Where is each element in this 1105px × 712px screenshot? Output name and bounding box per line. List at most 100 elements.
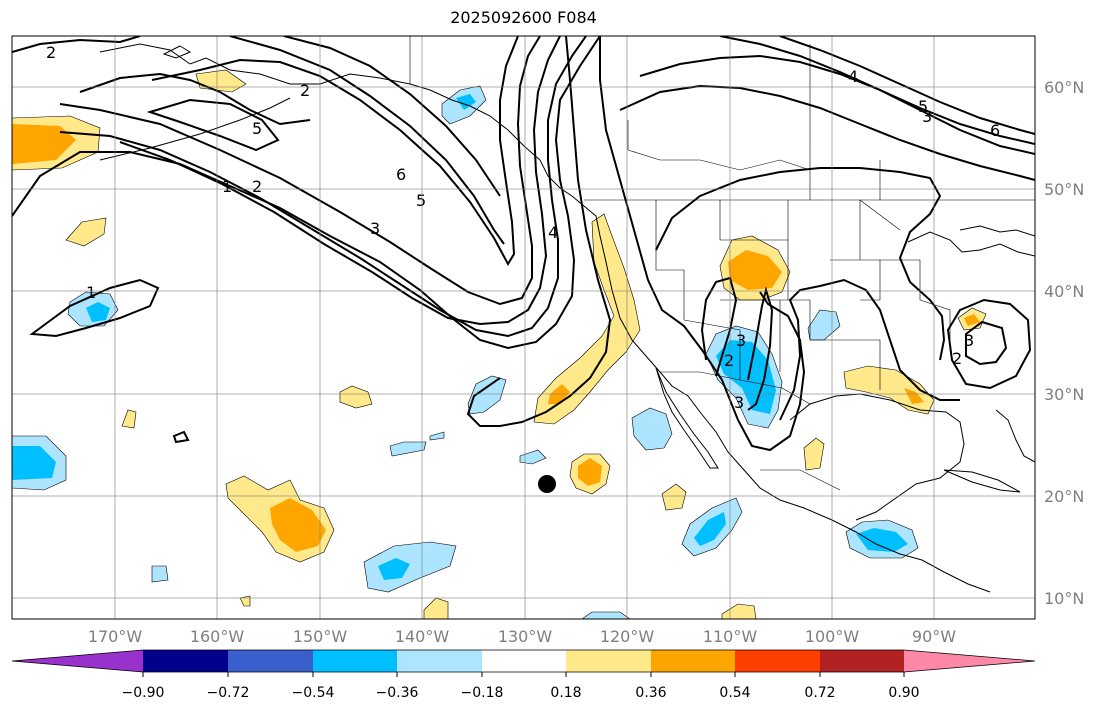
longitude-labels: 170°W 160°W 150°W 140°W 130°W 120°W 110°…: [88, 627, 956, 646]
contour-label: 5: [416, 191, 426, 210]
colorbar-segment: [143, 650, 228, 672]
coastline: [943, 469, 1021, 493]
contour-label: 3: [370, 219, 380, 238]
contour-label: 2: [252, 177, 262, 196]
shade-patch: [856, 528, 908, 552]
latitude-labels: 60°N 50°N 40°N 30°N 20°N 10°N: [1044, 78, 1084, 608]
lon-label: 160°W: [190, 627, 245, 646]
contour-label: 3: [964, 331, 974, 350]
colorbar-segment: [735, 650, 820, 672]
shade-patch: [429, 431, 445, 441]
shade-patch: [239, 595, 251, 607]
us-canada-border: [409, 36, 1035, 201]
colorbar-segment: [228, 650, 313, 672]
colorbar-tick-label: −0.18: [461, 685, 504, 701]
contour-label: 1: [86, 283, 96, 302]
shade-patch: [12, 124, 76, 164]
contour-line: [965, 320, 1008, 366]
contour-label: 4: [548, 223, 558, 242]
shade-patch: [339, 385, 373, 409]
shade-patch: [578, 458, 602, 486]
contour-label: 6: [990, 121, 1000, 140]
colorbar-segment: [482, 650, 566, 672]
contour-line: [79, 72, 311, 126]
lat-label: 30°N: [1044, 385, 1084, 404]
coastline: [995, 409, 1035, 463]
canada-provinces: [627, 44, 881, 200]
shade-patch: [389, 441, 427, 457]
shade-patch: [456, 94, 476, 110]
shade-patch: [694, 512, 726, 546]
colorbar-tick-label: 0.90: [888, 685, 919, 701]
shade-patch: [519, 449, 547, 465]
contour-line: [779, 278, 960, 421]
contour-line: [12, 36, 141, 53]
lon-label: 130°W: [498, 627, 553, 646]
shade-patch: [721, 603, 757, 619]
shade-patch: [904, 388, 924, 404]
colorbar: −0.90 −0.72 −0.54 −0.36 −0.18 0.18 0.36 …: [11, 649, 1036, 701]
contour-line: [146, 98, 280, 152]
lon-label: 120°W: [600, 627, 655, 646]
shade-patch: [467, 375, 507, 415]
lat-label: 50°N: [1044, 180, 1084, 199]
shade-patch: [270, 498, 326, 552]
colorbar-ticks: [142, 672, 905, 677]
lat-label: 60°N: [1044, 78, 1084, 97]
lon-label: 150°W: [293, 627, 348, 646]
colorbar-segment: [820, 650, 904, 672]
contour-line: [946, 298, 1032, 390]
colorbar-tick-label: 0.18: [550, 685, 581, 701]
contour-line: [229, 36, 505, 245]
contour-label: 5: [918, 97, 928, 116]
coastline: [583, 205, 991, 593]
contour-label: 2: [724, 351, 734, 370]
colorbar-tick-label: −0.54: [292, 685, 335, 701]
colorbar-tick-label: −0.36: [376, 685, 419, 701]
shade-patch: [151, 565, 169, 583]
colorbar-extend-low: [12, 650, 143, 672]
lat-label: 40°N: [1044, 282, 1084, 301]
contour-label: 3: [734, 393, 744, 412]
colorbar-segment: [566, 650, 651, 672]
coastline: [655, 367, 719, 469]
shade-patch: [86, 302, 110, 322]
shade-patch: [12, 446, 56, 480]
coastline: [162, 45, 192, 59]
gridlines: [12, 36, 1035, 619]
contour-label: 2: [300, 81, 310, 100]
lon-label: 170°W: [88, 627, 143, 646]
coastline: [789, 393, 965, 521]
contour-line: [151, 36, 519, 267]
mexico-states: [760, 469, 841, 491]
contour-label: 6: [396, 165, 406, 184]
contour-line: [655, 167, 946, 361]
contour-labels: 2 1 2 3 5 5 6 4 4 5 6 1 2 3 3 2 2 3 3: [46, 43, 1000, 412]
shade-patch: [803, 437, 825, 471]
shade-patch: [581, 611, 631, 619]
contour-line: [12, 36, 601, 350]
lon-label: 140°W: [395, 627, 450, 646]
shade-patch: [728, 250, 782, 290]
contour-line: [59, 36, 587, 338]
colorbar-segment: [397, 650, 482, 672]
lon-label: 100°W: [805, 627, 860, 646]
height-contours: [12, 36, 1035, 452]
contour-line: [466, 36, 612, 427]
coastline: [907, 231, 1035, 257]
shade-patch: [716, 340, 776, 414]
map-title: 2025092600 F084: [450, 8, 597, 27]
lon-label: 110°W: [703, 627, 758, 646]
contour-line: [172, 430, 190, 444]
contour-label: 3: [922, 107, 932, 126]
contour-line: [719, 36, 1035, 155]
contour-label: 2: [952, 349, 962, 368]
contour-line: [779, 36, 1035, 135]
colorbar-tick-label: −0.90: [122, 685, 165, 701]
shade-patch: [423, 597, 449, 619]
coastline: [959, 225, 1035, 237]
shade-patch: [631, 407, 673, 451]
shade-patch: [121, 409, 137, 429]
contour-line: [119, 36, 561, 326]
